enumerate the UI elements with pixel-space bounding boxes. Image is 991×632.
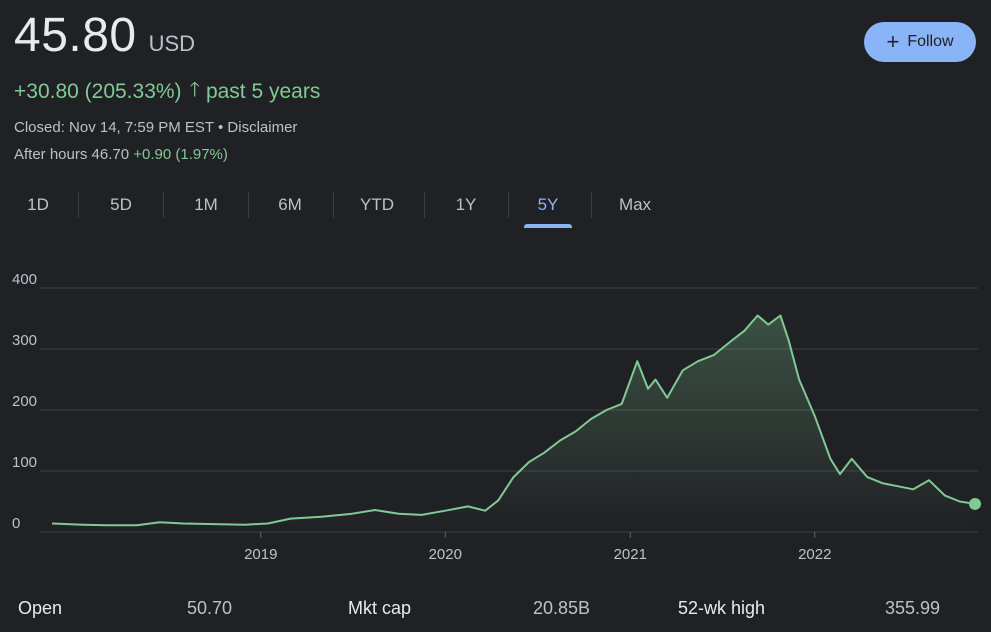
current-price-dot <box>969 497 981 510</box>
price-chart[interactable]: 0 100 200 300 400 2019 2020 2021 2022 <box>0 260 991 580</box>
stat-value-open: 50.70 <box>186 598 232 618</box>
stat-label-52wk-high: 52-wk high <box>678 598 766 618</box>
tab-divider <box>78 192 79 218</box>
stat-value-52wk-high: 355.99 <box>884 598 940 618</box>
price-value: 45.80 <box>14 9 137 62</box>
x-tick-label: 2021 <box>614 546 647 563</box>
tab-5y[interactable]: 5Y <box>524 188 572 228</box>
price-line <box>51 314 976 527</box>
x-tick-label: 2019 <box>244 546 277 563</box>
x-tick-label: 2022 <box>798 546 831 563</box>
change-row: +30.80 (205.33%) 🡑 past 5 years <box>14 75 320 109</box>
after-hours-row: After hours 46.70 +0.90 (1.97%) <box>14 146 228 163</box>
closed-text: Closed: Nov 14, 7:59 PM EST • Disclaimer <box>14 119 298 136</box>
y-tick-label: 100 <box>12 454 37 471</box>
y-tick-label: 300 <box>12 332 37 349</box>
after-hours-change: +0.90 (1.97%) <box>133 146 228 163</box>
tab-divider <box>333 192 334 218</box>
y-tick-label: 0 <box>12 515 20 532</box>
plus-icon: + <box>886 29 900 54</box>
y-tick-label: 200 <box>12 393 37 410</box>
range-tabs: 1D 5D 1M 6M YTD 1Y 5Y Max <box>0 188 991 228</box>
tab-max[interactable]: Max <box>618 195 652 214</box>
arrow-up-icon: 🡑 <box>189 79 200 101</box>
tab-divider <box>248 192 249 218</box>
change-period: past 5 years <box>205 80 321 103</box>
follow-button[interactable]: + Follow <box>864 22 976 62</box>
tab-6m[interactable]: 6M <box>278 195 302 214</box>
tab-divider <box>424 192 425 218</box>
after-hours-price: After hours 46.70 <box>14 146 130 163</box>
stat-label-mkt-cap: Mkt cap <box>348 598 412 618</box>
currency-label: USD <box>148 31 196 56</box>
stat-label-open: Open <box>18 598 63 618</box>
follow-label: Follow <box>907 33 954 50</box>
x-tick-label: 2020 <box>429 546 462 563</box>
y-tick-label: 400 <box>12 271 37 288</box>
price-area <box>52 315 975 532</box>
stat-value-mkt-cap: 20.85B <box>532 598 590 618</box>
tab-1d[interactable]: 1D <box>27 195 49 214</box>
tab-1m[interactable]: 1M <box>194 195 218 214</box>
change-value: +30.80 (205.33%) <box>14 80 182 103</box>
tab-divider <box>508 192 509 218</box>
tab-divider <box>163 192 164 218</box>
tab-ytd[interactable]: YTD <box>360 195 394 214</box>
tab-divider <box>591 192 592 218</box>
price-row: 45.80 USD <box>14 8 195 63</box>
tab-5d[interactable]: 5D <box>110 195 132 214</box>
tab-1y[interactable]: 1Y <box>455 195 477 214</box>
stats-row: Open 50.70 Mkt cap 20.85B 52-wk high 355… <box>0 594 991 626</box>
